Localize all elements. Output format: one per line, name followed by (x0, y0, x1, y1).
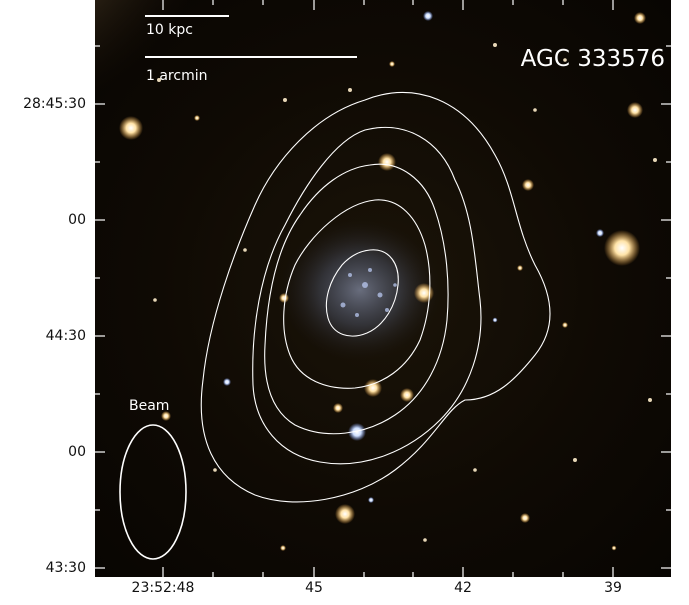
contour-level-2 (252, 126, 482, 465)
scale-bar-10kpc-label: 10 kpc (146, 22, 193, 38)
scale-bar-1arcmin-label: 1 arcmin (146, 68, 207, 84)
contour-level-3 (264, 163, 449, 435)
y-tick-label: 44:30 (45, 328, 86, 344)
galaxy-emission (280, 220, 440, 360)
y-tick-label: 00 (68, 212, 86, 228)
field-stars (119, 11, 657, 551)
sky-image: 10 kpc 1 arcmin AGC 333576 Beam (95, 0, 671, 577)
x-tick-label: 39 (604, 580, 622, 596)
y-tick-label: 28:45:30 (23, 96, 86, 112)
object-name: AGC 333576 (521, 46, 665, 72)
x-tick-label: 23:52:48 (131, 580, 195, 596)
y-tick-label: 43:30 (45, 560, 86, 576)
sky-overlay: 10 kpc 1 arcmin AGC 333576 Beam (95, 0, 671, 577)
x-tick-label: 42 (454, 580, 472, 596)
contour-level-4 (283, 199, 431, 389)
x-tick-label: 45 (305, 580, 323, 596)
beam-label: Beam (129, 398, 169, 414)
contour-level-1 (200, 91, 551, 503)
y-tick-label: 00 (68, 444, 86, 460)
contour-level-5 (325, 249, 399, 337)
beam-ellipse (119, 424, 187, 560)
bright-star-halo (95, 0, 225, 130)
hi-contours (200, 91, 551, 503)
galaxy-knots (340, 268, 397, 317)
axis-ticks (95, 0, 671, 577)
